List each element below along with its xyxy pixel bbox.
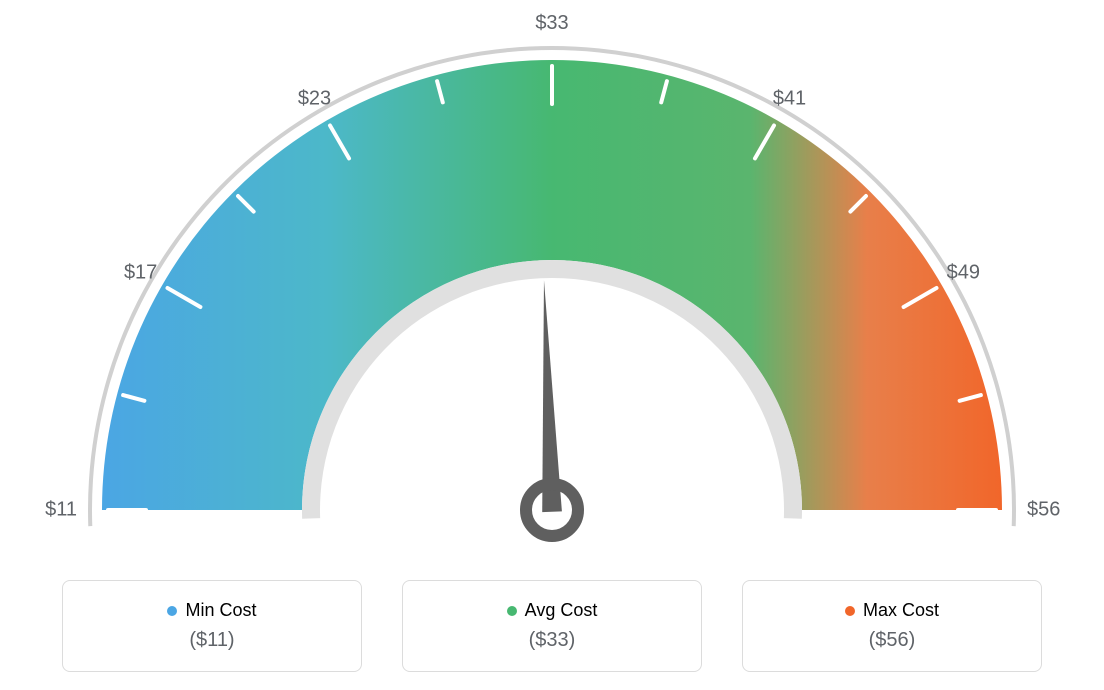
gauge-chart: $11$17$23$33$41$49$56: [52, 10, 1052, 560]
legend-title-avg: Avg Cost: [507, 600, 598, 621]
gauge-tick-label: $23: [298, 87, 331, 110]
gauge-tick-label: $33: [535, 12, 568, 35]
legend-value-avg: ($33): [529, 629, 576, 652]
legend: Min Cost ($11) Avg Cost ($33) Max Cost (…: [62, 580, 1042, 672]
gauge-tick-label: $17: [124, 261, 157, 284]
gauge-svg: [52, 10, 1052, 560]
legend-box-min: Min Cost ($11): [62, 580, 362, 672]
gauge-tick-label: $49: [947, 261, 980, 284]
dot-min: [167, 606, 177, 616]
legend-box-avg: Avg Cost ($33): [402, 580, 702, 672]
gauge-tick-label: $11: [45, 499, 77, 522]
dot-max: [845, 606, 855, 616]
legend-title-max: Max Cost: [845, 600, 939, 621]
dot-avg: [507, 606, 517, 616]
legend-value-min: ($11): [189, 629, 234, 652]
legend-label-avg: Avg Cost: [525, 600, 598, 621]
legend-value-max: ($56): [869, 629, 916, 652]
gauge-tick-label: $56: [1027, 499, 1060, 522]
gauge-tick-label: $41: [773, 87, 806, 110]
legend-label-min: Min Cost: [185, 600, 256, 621]
legend-box-max: Max Cost ($56): [742, 580, 1042, 672]
legend-label-max: Max Cost: [863, 600, 939, 621]
legend-title-min: Min Cost: [167, 600, 256, 621]
